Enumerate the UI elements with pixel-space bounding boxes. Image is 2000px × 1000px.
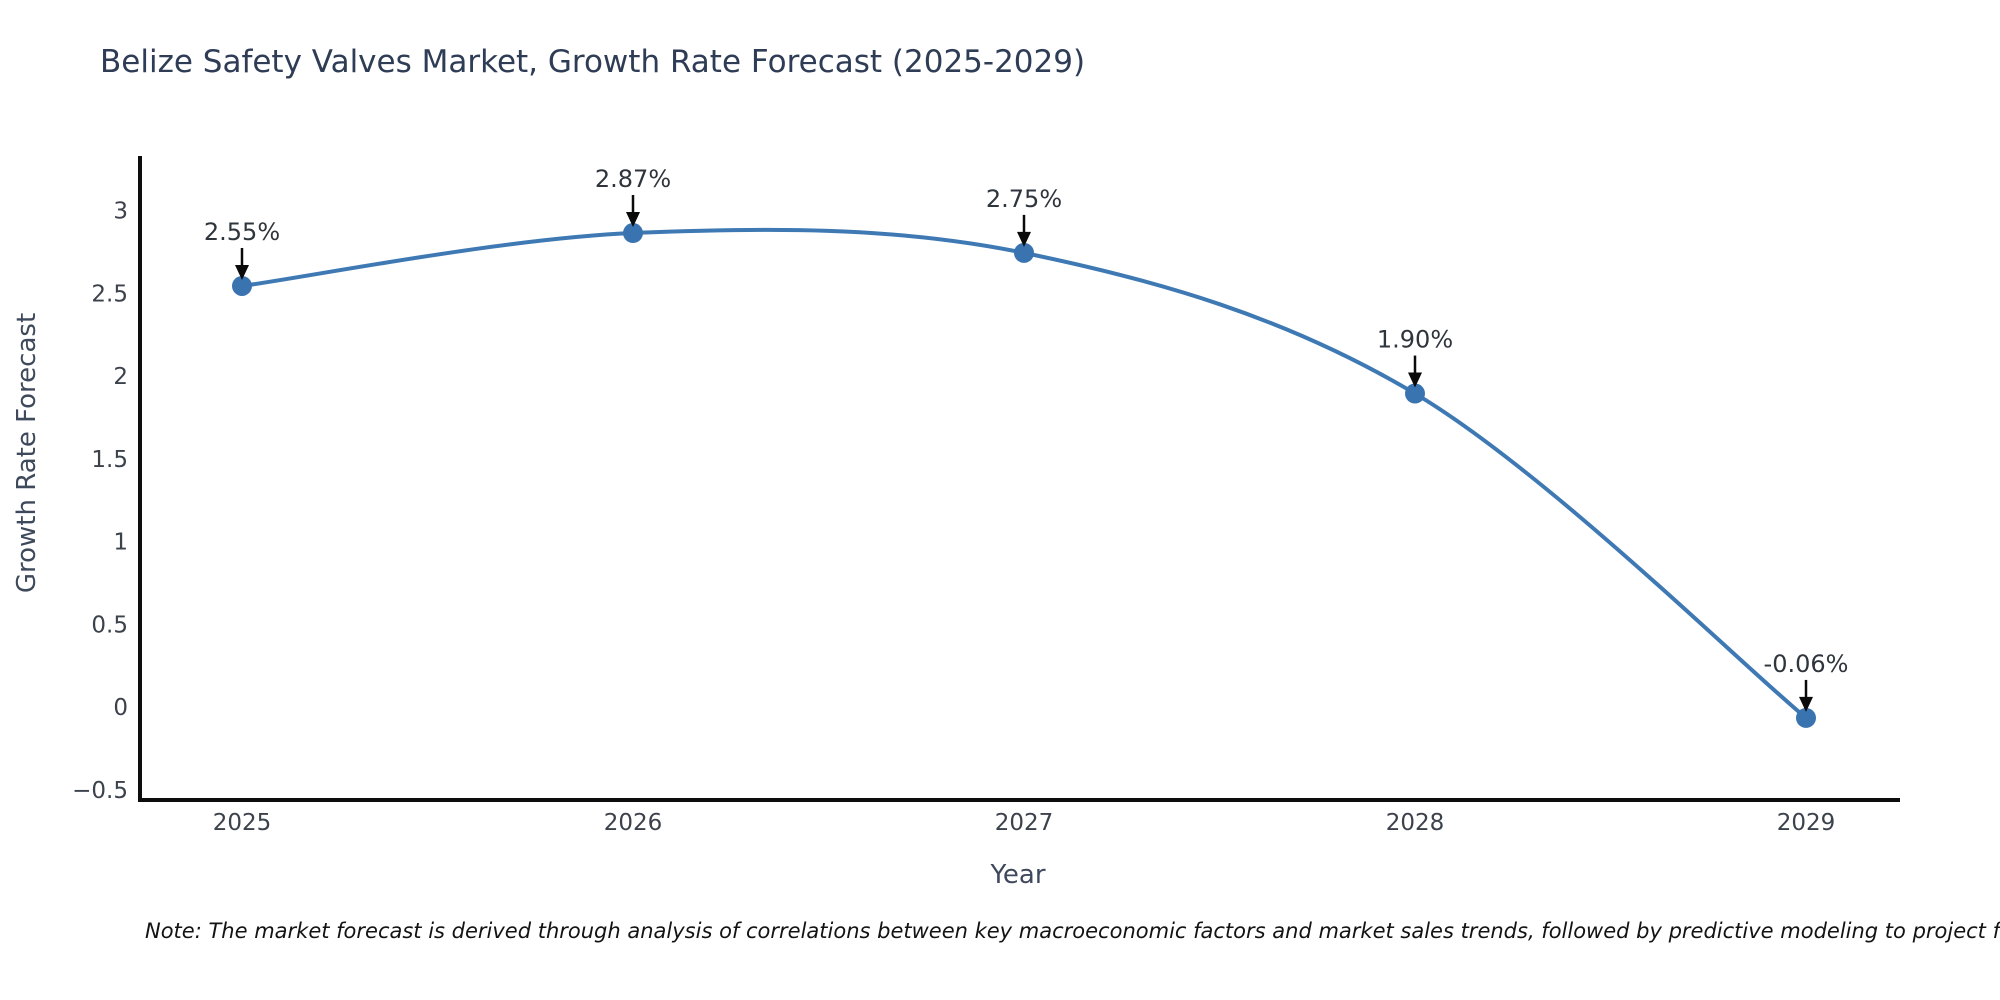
footnote-text: Note: The market forecast is derived thr…: [145, 919, 2000, 943]
line-series: [240, 227, 1808, 720]
x-tick-label: 2025: [213, 810, 272, 836]
x-tick-label: 2028: [1386, 810, 1445, 836]
x-tick-label: 2026: [604, 810, 663, 836]
annotation-label: 2.87%: [595, 165, 671, 193]
annotation-label: 2.75%: [986, 185, 1062, 213]
data-point-marker: [623, 223, 643, 244]
x-tick-label: 2027: [995, 810, 1054, 836]
data-point-marker: [1014, 242, 1034, 263]
annotation-arrow-head: [1408, 372, 1422, 388]
annotation-arrow-head: [1799, 696, 1813, 712]
annotation-label: 1.90%: [1377, 326, 1453, 354]
y-tick-label: −0.5: [72, 778, 128, 804]
annotation-label: 2.55%: [204, 218, 280, 246]
x-tick-label: 2029: [1777, 810, 1836, 836]
chart-title: Belize Safety Valves Market, Growth Rate…: [100, 44, 1086, 80]
y-tick-label: 2: [113, 364, 128, 390]
y-tick-label: 0: [113, 695, 128, 721]
y-tick-label: 1: [113, 530, 128, 556]
annotation-arrow-head: [1017, 231, 1031, 247]
annotation-arrow-head: [235, 264, 249, 280]
data-point-marker: [232, 275, 252, 296]
data-point-marker: [1796, 707, 1816, 728]
y-tick-label: 0.5: [91, 612, 128, 638]
y-axis-title: Growth Rate Forecast: [12, 312, 42, 594]
y-tick-label: 2.5: [91, 281, 128, 307]
annotation-arrow-head: [626, 212, 640, 228]
y-tick-label: 3: [113, 199, 128, 225]
annotation-label: -0.06%: [1764, 650, 1849, 678]
y-tick-label: 1.5: [91, 447, 128, 473]
x-axis-title: Year: [990, 860, 1046, 890]
data-point-marker: [1405, 383, 1425, 404]
